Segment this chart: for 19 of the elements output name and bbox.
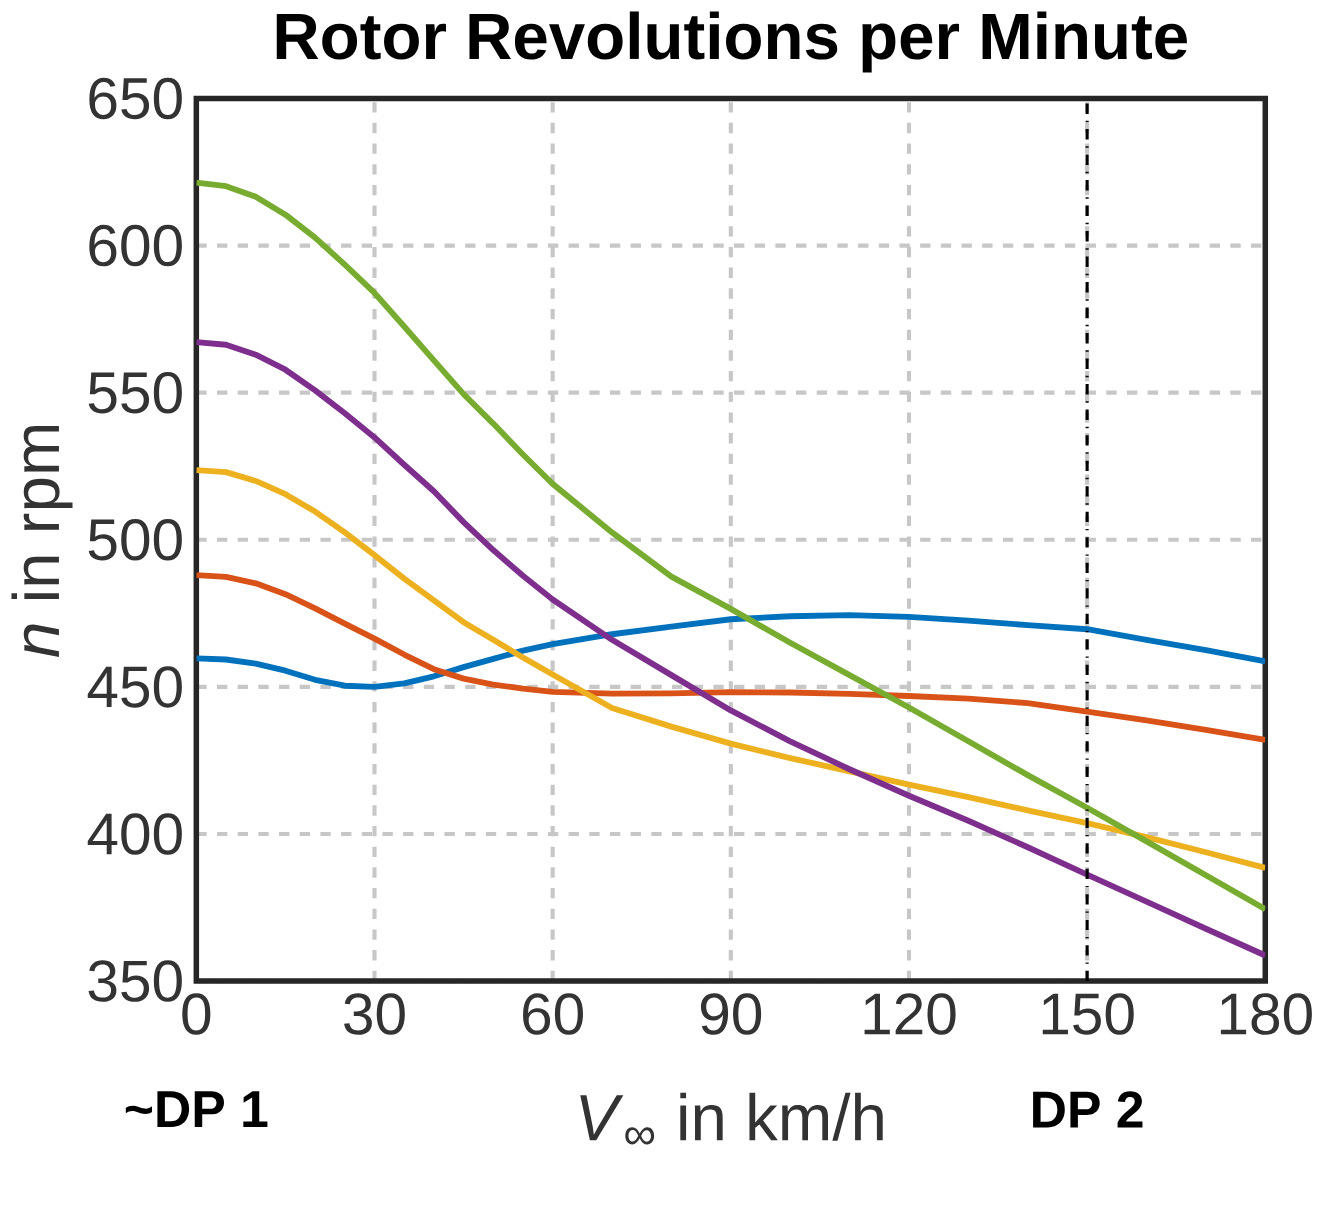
y-tick-label: 650 [89,77,182,120]
x-tick-label: 120 [864,993,956,1035]
y-tick-label: 450 [87,666,182,708]
text: ~DP 1 [125,1091,268,1128]
chart-title: Rotor Revolutions per Minute [276,11,1187,73]
x-tick-label: 90 [700,993,762,1035]
ref-line-label: DP 2 [1033,1091,1143,1128]
y-tick-label: 550 [88,372,182,414]
x-tick-label: 30 [344,993,405,1035]
x-tick-label: 180 [1220,993,1312,1035]
x-axis-title: V$_{∞}$ in km/h [580,1092,883,1145]
y-tick-label: 500 [88,519,182,561]
y-tick-label: 350 [88,960,182,1003]
y-tick-label: 400 [87,813,182,855]
y-axis-title: n in rpm [11,426,73,658]
x-tick-label: 0 [182,993,211,1035]
x-tick-label: 150 [1042,993,1134,1035]
y-tick-label: 600 [89,225,182,267]
x-tick-label: 60 [523,993,583,1035]
